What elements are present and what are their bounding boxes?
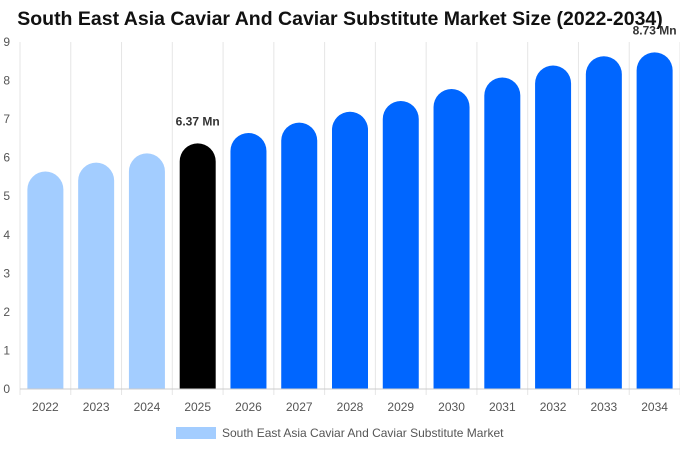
y-tick-label: 2 — [3, 305, 10, 319]
x-tick-label: 2031 — [489, 400, 516, 414]
y-tick-label: 6 — [3, 151, 10, 165]
x-tick-label: 2033 — [590, 400, 617, 414]
y-tick-label: 5 — [3, 189, 10, 203]
x-tick-label: 2030 — [438, 400, 465, 414]
bar-2031[interactable] — [484, 77, 521, 390]
axes: 0 1 2 3 4 5 6 7 8 9 2022 2023 2024 2025 2026 2027 2028 20… — [3, 35, 680, 414]
x-tick-label: 2024 — [134, 400, 161, 414]
data-label: 6.37 Mn — [176, 114, 220, 128]
y-tick-label: 4 — [3, 228, 10, 242]
bar-2033[interactable] — [585, 56, 622, 389]
x-tick-label: 2022 — [32, 400, 59, 414]
bar-2034[interactable] — [636, 52, 673, 389]
x-tick-label: 2025 — [184, 400, 211, 414]
chart-title: South East Asia Caviar And Caviar Substi… — [17, 8, 663, 30]
y-tick-label: 8 — [3, 74, 10, 88]
y-tick-label: 0 — [3, 382, 10, 396]
bar-2023[interactable] — [78, 162, 115, 389]
x-tick-label: 2028 — [337, 400, 364, 414]
data-label: 8.73 Mn — [633, 23, 677, 37]
bar-2022[interactable] — [27, 171, 64, 389]
x-tick-label: 2034 — [641, 400, 668, 414]
legend[interactable]: South East Asia Caviar And Caviar Substi… — [176, 426, 504, 440]
x-tick-label: 2027 — [286, 400, 313, 414]
bar-2024[interactable] — [128, 153, 165, 389]
legend-label[interactable]: South East Asia Caviar And Caviar Substi… — [222, 426, 504, 440]
bars — [27, 52, 673, 390]
bar-2030[interactable] — [433, 89, 470, 389]
legend-swatch — [176, 427, 216, 439]
y-tick-label: 3 — [3, 266, 10, 280]
bar-2029[interactable] — [382, 100, 419, 390]
bar-2026[interactable] — [230, 132, 267, 389]
bar-2028[interactable] — [332, 111, 368, 389]
y-tick-label: 7 — [3, 112, 10, 126]
x-tick-label: 2026 — [235, 400, 262, 414]
x-tick-label: 2029 — [387, 400, 414, 414]
x-tick-label: 2023 — [83, 400, 110, 414]
bar-2027[interactable] — [281, 122, 318, 389]
y-tick-label: 9 — [3, 35, 10, 49]
data-labels: 6.37 Mn 8.73 Mn — [176, 23, 677, 128]
bar-2032[interactable] — [535, 65, 572, 389]
x-tick-label: 2032 — [540, 400, 567, 414]
grid-lines — [19, 42, 680, 395]
bar-2025[interactable] — [179, 143, 216, 389]
y-tick-label: 1 — [3, 343, 10, 357]
